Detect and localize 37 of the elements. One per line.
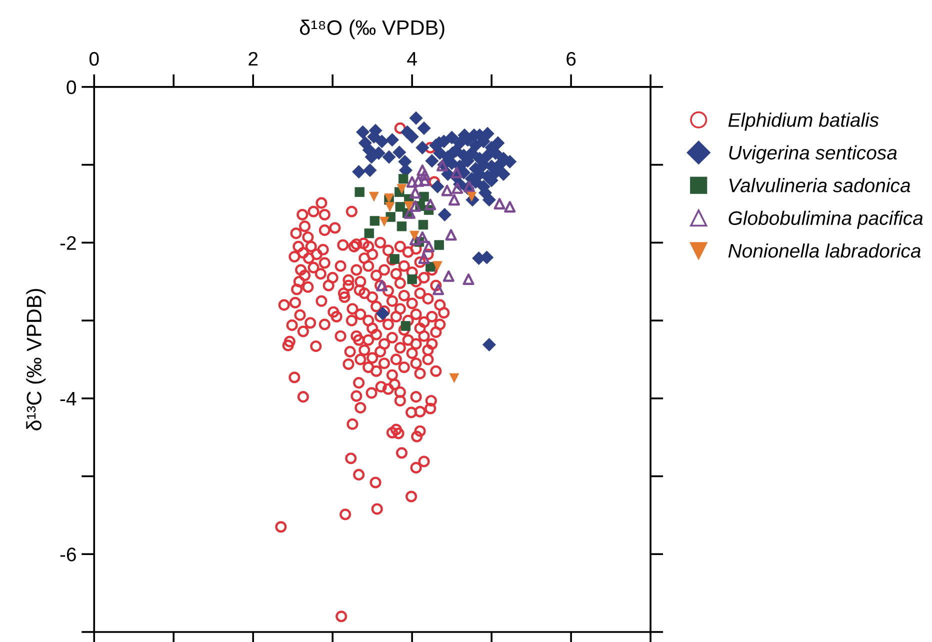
point — [416, 231, 428, 243]
legend-label: Uvigerina senticosa — [729, 145, 897, 164]
point — [441, 184, 453, 196]
point — [464, 180, 476, 192]
x-axis-title: δ¹⁸O (‰ VPDB) — [300, 20, 444, 40]
x-tick-label: 0 — [89, 52, 99, 66]
x-tick-label: 2 — [248, 52, 258, 66]
legend-label: Nonionella labradorica — [728, 243, 921, 258]
point — [436, 160, 448, 172]
x-tick-label: 6 — [566, 52, 576, 66]
point — [452, 182, 464, 194]
point — [432, 284, 444, 296]
legend-label: Globobulimina pacifica — [728, 210, 923, 229]
point — [418, 252, 430, 264]
y-tick-label: -6 — [60, 548, 76, 562]
point — [416, 164, 428, 176]
y-tick-label: -4 — [60, 392, 76, 406]
point — [450, 166, 462, 178]
point — [424, 198, 436, 210]
point — [406, 176, 418, 188]
point — [419, 174, 431, 186]
legend-label: Elphidium batialis — [728, 112, 879, 131]
y-tick-label: -2 — [60, 236, 76, 250]
point — [409, 187, 422, 199]
point — [423, 240, 435, 252]
y-tick-label: 0 — [66, 80, 76, 94]
legend-label: Valvulineria sadonica — [729, 178, 910, 192]
point — [462, 273, 474, 286]
x-tick-label: 4 — [407, 52, 417, 66]
point — [404, 207, 416, 219]
point — [504, 201, 516, 213]
point — [442, 270, 454, 282]
point — [409, 200, 422, 212]
point — [445, 229, 457, 241]
point — [448, 194, 460, 206]
point — [494, 198, 506, 210]
y-axis-title: δ¹³C (‰ VPDB) — [26, 288, 46, 430]
